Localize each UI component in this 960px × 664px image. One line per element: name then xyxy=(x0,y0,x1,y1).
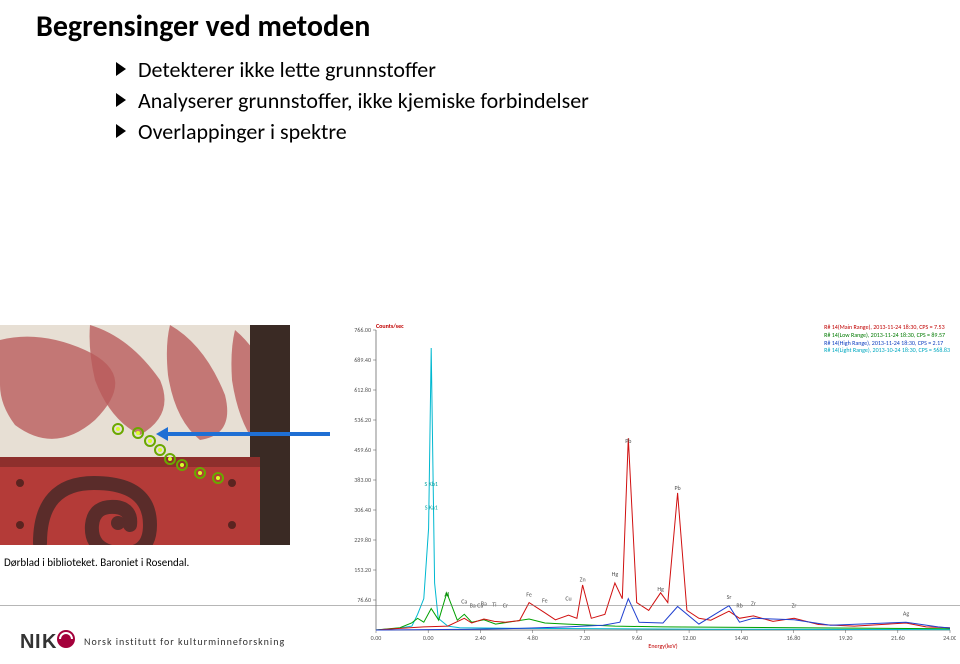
bullet-arrow-icon xyxy=(116,62,126,76)
svg-text:Zn: Zn xyxy=(580,576,586,584)
legend-entry: R# 14(Light Range), 2013-10-24 18:30, CP… xyxy=(824,347,950,355)
svg-text:0.00: 0.00 xyxy=(371,634,382,642)
svg-text:Fe: Fe xyxy=(542,597,548,605)
bullet-arrow-icon xyxy=(116,124,126,138)
svg-text:612.80: 612.80 xyxy=(354,386,371,394)
svg-text:21.60: 21.60 xyxy=(891,634,905,642)
svg-text:14.40: 14.40 xyxy=(734,634,748,642)
svg-text:Cu: Cu xyxy=(565,594,571,602)
svg-text:153.20: 153.20 xyxy=(354,566,371,574)
svg-text:536.20: 536.20 xyxy=(354,416,371,424)
svg-text:Pb: Pb xyxy=(674,484,680,492)
bullet-item: Analyserer grunnstoffer, ikke kjemiske f… xyxy=(116,87,589,114)
bullet-text: Overlappinger i spektre xyxy=(138,118,347,145)
svg-text:306.40: 306.40 xyxy=(354,506,371,514)
spectrum-legend: R# 14(Main Range), 2013-11-24 18:30, CPS… xyxy=(824,324,950,355)
svg-text:Hg: Hg xyxy=(612,570,619,578)
svg-text:Energy(keV): Energy(keV) xyxy=(648,642,677,650)
svg-text:76.60: 76.60 xyxy=(357,596,371,604)
slide: Begrensinger ved metoden Detekterer ikke… xyxy=(0,0,960,664)
logo-text: Norsk institutt for kulturminneforskning xyxy=(84,635,285,648)
svg-text:24.00: 24.00 xyxy=(943,634,956,642)
svg-text:383.00: 383.00 xyxy=(354,476,371,484)
svg-text:Hg: Hg xyxy=(657,585,664,593)
photo-caption: Dørblad i biblioteket. Baroniet i Rosend… xyxy=(4,556,189,569)
svg-text:229.80: 229.80 xyxy=(354,536,371,544)
svg-text:I: I xyxy=(35,631,41,653)
svg-text:Counts/sec: Counts/sec xyxy=(376,322,404,330)
svg-text:7.20: 7.20 xyxy=(579,634,590,642)
svg-text:K: K xyxy=(42,631,57,653)
slide-title: Begrensinger ved metoden xyxy=(36,8,370,45)
svg-text:Ag: Ag xyxy=(903,609,909,617)
svg-text:689.40: 689.40 xyxy=(354,356,371,364)
bullet-list: Detekterer ikke lette grunnstoffer Analy… xyxy=(116,56,589,149)
svg-text:0.00: 0.00 xyxy=(423,634,434,642)
footer-divider xyxy=(0,605,960,606)
pointer-arrow xyxy=(166,432,356,436)
svg-text:16.80: 16.80 xyxy=(787,634,801,642)
bullet-text: Analyserer grunnstoffer, ikke kjemiske f… xyxy=(138,87,589,114)
bullet-arrow-icon xyxy=(116,93,126,107)
svg-text:Al: Al xyxy=(444,590,449,598)
logo-mark: N I K xyxy=(20,626,76,656)
svg-text:N: N xyxy=(20,631,34,653)
svg-text:19.20: 19.20 xyxy=(839,634,853,642)
bullet-item: Overlappinger i spektre xyxy=(116,118,589,145)
svg-text:766.00: 766.00 xyxy=(354,326,371,334)
svg-text:Fe: Fe xyxy=(526,590,532,598)
svg-text:Pb: Pb xyxy=(625,437,631,445)
svg-text:12.00: 12.00 xyxy=(682,634,696,642)
svg-text:S Ka1: S Ka1 xyxy=(425,504,438,512)
svg-text:Ba: Ba xyxy=(481,599,487,607)
svg-text:S Kb1: S Kb1 xyxy=(425,480,438,488)
svg-text:459.60: 459.60 xyxy=(354,446,371,454)
svg-text:Sr: Sr xyxy=(727,593,732,601)
niku-logo: N I K Norsk institutt for kulturminnefor… xyxy=(20,626,285,656)
svg-text:4.80: 4.80 xyxy=(527,634,538,642)
svg-text:2.40: 2.40 xyxy=(475,634,486,642)
svg-text:9.60: 9.60 xyxy=(632,634,643,642)
bullet-text: Detekterer ikke lette grunnstoffer xyxy=(138,56,436,83)
bullet-item: Detekterer ikke lette grunnstoffer xyxy=(116,56,589,83)
xrf-spectrum: Counts/sec 76.60 153.20 229.80 306.40 383.00 4… xyxy=(330,320,956,650)
spectrum-svg: Counts/sec 76.60 153.20 229.80 306.40 383.00 4… xyxy=(330,320,956,650)
svg-text:Zr: Zr xyxy=(751,599,756,607)
